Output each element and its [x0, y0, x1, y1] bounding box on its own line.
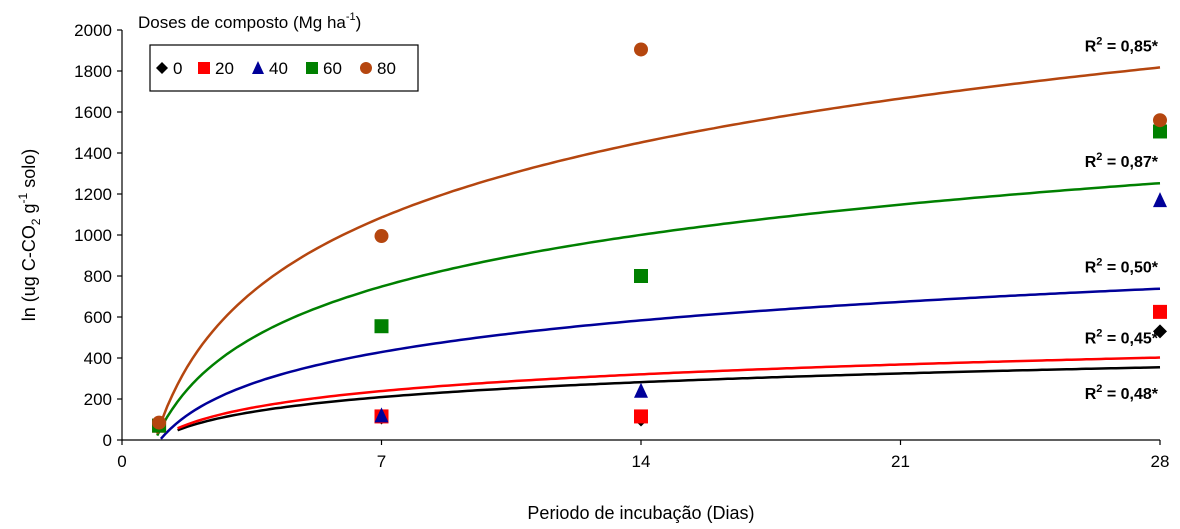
legend-title-main: Doses de composto (Mg ha: [138, 13, 346, 32]
legend-marker-80: [360, 62, 372, 74]
y-axis-title-main: ln (ug C-CO: [19, 225, 39, 321]
legend-marker-60: [306, 62, 318, 74]
data-point-20: [1153, 304, 1167, 319]
y-tick-label: 1800: [74, 62, 112, 81]
y-axis-title-mid: g: [19, 203, 39, 218]
fit-curve-80: [156, 66, 1161, 435]
y-tick-label: 200: [84, 390, 112, 409]
y-axis-title-superscript: -1: [16, 192, 30, 203]
data-point-80: [1153, 113, 1167, 128]
data-point-80: [374, 229, 389, 244]
data-point-20: [634, 409, 648, 424]
y-tick-label: 1200: [74, 185, 112, 204]
x-tick-label: 28: [1151, 452, 1170, 471]
data-point-60: [374, 319, 389, 334]
y-tick-label: 1400: [74, 144, 112, 163]
y-axis-title-end: solo): [19, 149, 39, 193]
x-axis-title: Periodo de incubação (Dias): [527, 503, 754, 523]
data-points: [152, 42, 1167, 433]
legend-label-20: 20: [215, 59, 234, 78]
legend-marker-40: [252, 61, 264, 74]
legend-marker-20: [198, 62, 210, 74]
legend-label-60: 60: [323, 59, 342, 78]
r2-label-80: R2 = 0,85*: [1085, 35, 1159, 55]
y-tick-label: 0: [103, 431, 112, 450]
fit-curves: [156, 66, 1161, 440]
y-tick-label: 2000: [74, 21, 112, 40]
x-tick-label: 7: [377, 452, 386, 471]
legend-box: [149, 44, 419, 92]
data-point-80: [152, 415, 167, 430]
r2-label-60: R2 = 0,87*: [1085, 151, 1159, 171]
y-tick-label: 400: [84, 349, 112, 368]
y-tick-label: 1600: [74, 103, 112, 122]
data-point-80: [634, 42, 648, 57]
fit-curve-60: [156, 181, 1161, 437]
data-point-40: [374, 407, 389, 423]
x-tick-label: 0: [117, 452, 126, 471]
x-tick-label: 14: [632, 452, 651, 471]
legend-label-0: 0: [173, 59, 182, 78]
data-point-60: [1153, 124, 1167, 139]
y-tick-label: 600: [84, 308, 112, 327]
y-axis-title: ln (ug C-CO2 g-1 solo): [16, 149, 43, 321]
legend-title-end: ): [356, 13, 362, 32]
legend-items: 0 20 40 60 80: [156, 59, 396, 78]
fit-curve-20: [177, 356, 1161, 430]
legend-label-80: 80: [377, 59, 396, 78]
fit-curve-40: [159, 287, 1161, 440]
fit-curve-0: [177, 365, 1161, 432]
r2-label-20: R2 = 0,45*: [1085, 328, 1159, 348]
r2-label-40: R2 = 0,50*: [1085, 257, 1159, 277]
legend-title: Doses de composto (Mg ha-1): [138, 11, 361, 32]
legend-label-40: 40: [269, 59, 288, 78]
r2-labels: R2 = 0,48* R2 = 0,45* R2 = 0,50* R2 = 0,87*…: [1085, 35, 1159, 403]
legend-title-superscript: -1: [346, 11, 356, 23]
data-point-60: [634, 269, 648, 283]
data-point-0: [1153, 324, 1167, 339]
data-point-40: [1153, 192, 1167, 208]
data-point-40: [634, 382, 648, 398]
x-tick-label: 21: [891, 452, 910, 471]
y-axis-title-subscript: 2: [29, 218, 43, 225]
y-tick-label: 1000: [74, 226, 112, 245]
r2-label-0: R2 = 0,48*: [1085, 383, 1159, 403]
y-tick-label: 800: [84, 267, 112, 286]
legend-marker-0: [156, 62, 168, 74]
